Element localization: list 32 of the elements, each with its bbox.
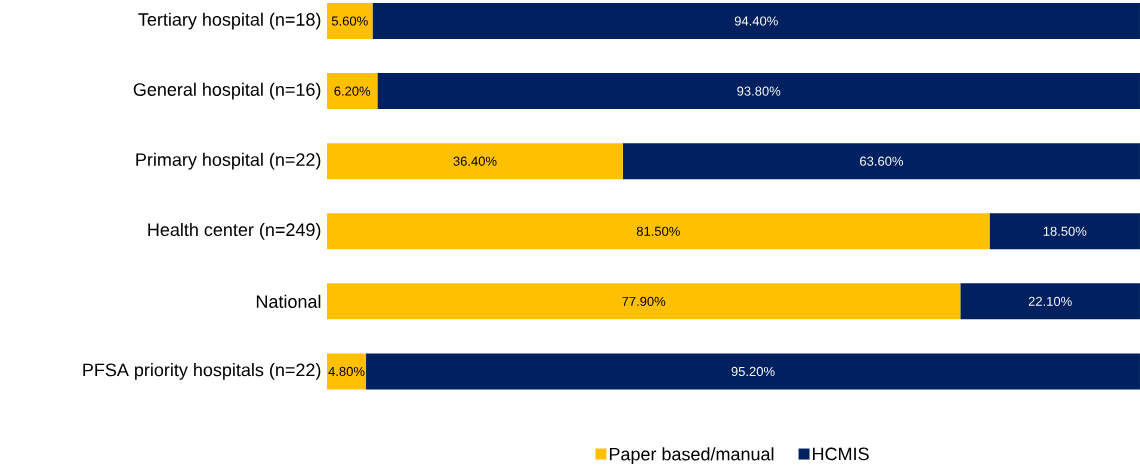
data-label: 18.50% [1043,226,1087,236]
y-tick-label: Tertiary hospital (n=18) [138,12,321,30]
bar [327,143,623,180]
data-label: 6.20% [334,86,371,96]
data-label: 93.80% [737,86,781,96]
bar [960,283,1140,320]
data-label: 95.20% [731,366,775,377]
data-label: 94.40% [734,16,778,26]
bar [366,353,1140,390]
data-label: 36.40% [453,156,497,166]
legend-label: Paper based/manual [609,447,774,465]
y-tick-label: Primary hospital (n=22) [136,152,321,170]
legend-label: HCMIS [813,447,869,461]
bar [377,73,1140,110]
data-label: 77.90% [622,296,666,306]
data-label: 5.60% [331,16,368,26]
bar [372,3,1140,40]
y-tick-label: General hospital (n=16) [133,82,321,100]
data-label: 63.60% [860,156,904,166]
y-tick-label: National [256,294,321,308]
data-label: 4.80% [328,366,365,377]
bar [327,213,990,250]
bar [327,283,961,320]
bar [327,353,367,390]
bar [622,143,1140,180]
bar [989,213,1140,250]
data-label: 81.50% [636,226,680,236]
y-tick-label: Health center (n=249) [148,222,321,240]
data-label: 22.10% [1028,296,1072,306]
y-tick-label: PFSA priority hospitals (n=22) [83,363,321,380]
bar [327,3,373,40]
bar [327,73,378,110]
